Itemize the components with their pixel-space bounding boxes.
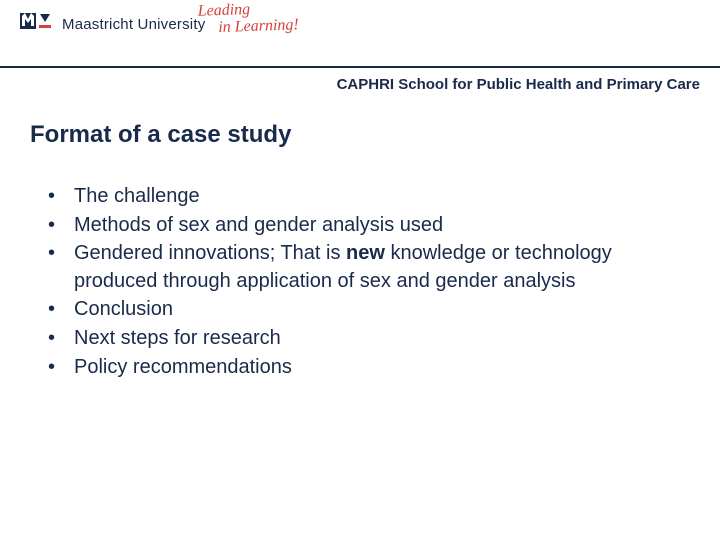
list-item: Methods of sex and gender analysis used bbox=[48, 212, 690, 240]
header-bar: Maastricht University Leading in Learnin… bbox=[0, 0, 720, 68]
bullet-text-pre: The challenge bbox=[74, 185, 200, 207]
list-item: Gendered innovations; That is new knowle… bbox=[48, 240, 690, 295]
list-item: The challenge bbox=[48, 183, 690, 211]
bullet-text-pre: Policy recommendations bbox=[74, 356, 292, 378]
slide-content: Format of a case study The challenge Met… bbox=[0, 93, 720, 381]
slide-title: Format of a case study bbox=[30, 121, 690, 149]
bullet-text-pre: Next steps for research bbox=[74, 327, 281, 349]
tagline: Leading in Learning! bbox=[197, 0, 299, 37]
list-item: Policy recommendations bbox=[48, 354, 690, 382]
university-logo-icon bbox=[20, 10, 54, 38]
bullet-text-pre: Gendered innovations; That is bbox=[74, 242, 346, 264]
subheader: CAPHRI School for Public Health and Prim… bbox=[0, 68, 720, 93]
university-name: Maastricht University bbox=[62, 16, 205, 33]
bullet-text-pre: Conclusion bbox=[74, 298, 173, 320]
tagline-line2: in Learning! bbox=[218, 17, 299, 37]
bullet-text-pre: Methods of sex and gender analysis used bbox=[74, 214, 443, 236]
list-item: Next steps for research bbox=[48, 325, 690, 353]
bullet-text-bold: new bbox=[346, 242, 385, 264]
list-item: Conclusion bbox=[48, 296, 690, 324]
logo-block: Maastricht University bbox=[20, 10, 700, 38]
bullet-list: The challenge Methods of sex and gender … bbox=[30, 183, 690, 381]
